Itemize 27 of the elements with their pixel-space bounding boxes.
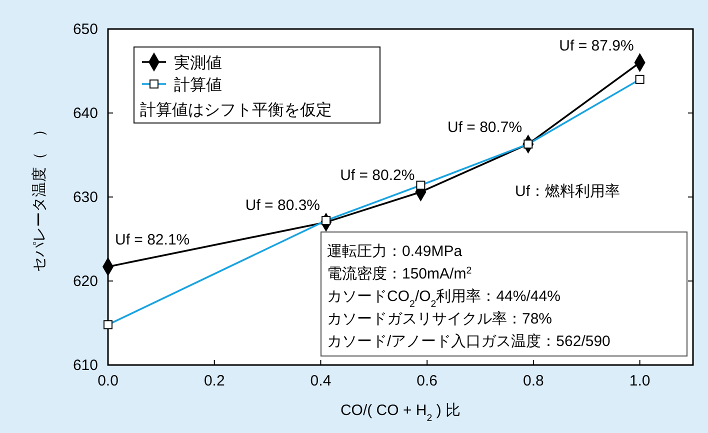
annotation: カソードCO$_{2}$/O$_{2}$利用率：44%/44% bbox=[327, 288, 560, 310]
legend-label: 実測値 bbox=[174, 54, 222, 72]
annotation: Uf = 87.9% bbox=[559, 38, 634, 55]
annotation: 電流密度：150mA/m$^{2}$ bbox=[327, 265, 472, 282]
x-tick-label: 0.8 bbox=[523, 372, 544, 390]
annotation: Uf = 80.2% bbox=[340, 166, 415, 184]
y-tick-label: 640 bbox=[72, 104, 98, 122]
x-tick-label: 1.0 bbox=[629, 372, 650, 390]
x-tick-label: 0.2 bbox=[204, 372, 225, 390]
y-tick-label: 610 bbox=[72, 356, 98, 374]
x-tick-label: 0.0 bbox=[98, 372, 118, 390]
y-tick-label: 630 bbox=[72, 188, 98, 206]
annotation: カソードガスリサイクル率：78% bbox=[327, 310, 552, 328]
x-tick-label: 0.4 bbox=[310, 372, 332, 390]
annotation: カソード/アノード入口ガス温度：562/590 bbox=[327, 333, 610, 350]
annotation: 運転圧力：0.49MPa bbox=[327, 243, 463, 260]
annotation: Uf：燃料利用率 bbox=[515, 183, 620, 200]
annotation: 計算値はシフト平衡を仮定 bbox=[140, 101, 332, 119]
annotation: Uf = 82.1% bbox=[115, 232, 190, 249]
legend-label: 計算値 bbox=[174, 76, 222, 94]
x-axis-title: CO/( CO + H$_{2}$ ) 比 bbox=[340, 402, 461, 424]
x-tick-label: 0.6 bbox=[416, 372, 438, 390]
annotation: Uf = 80.7% bbox=[447, 119, 522, 136]
y-tick-label: 650 bbox=[72, 20, 98, 38]
y-tick-label: 620 bbox=[72, 272, 98, 290]
annotation: Uf = 80.3% bbox=[245, 197, 320, 214]
y-axis-title: セパレータ温度（ ） bbox=[31, 122, 48, 272]
